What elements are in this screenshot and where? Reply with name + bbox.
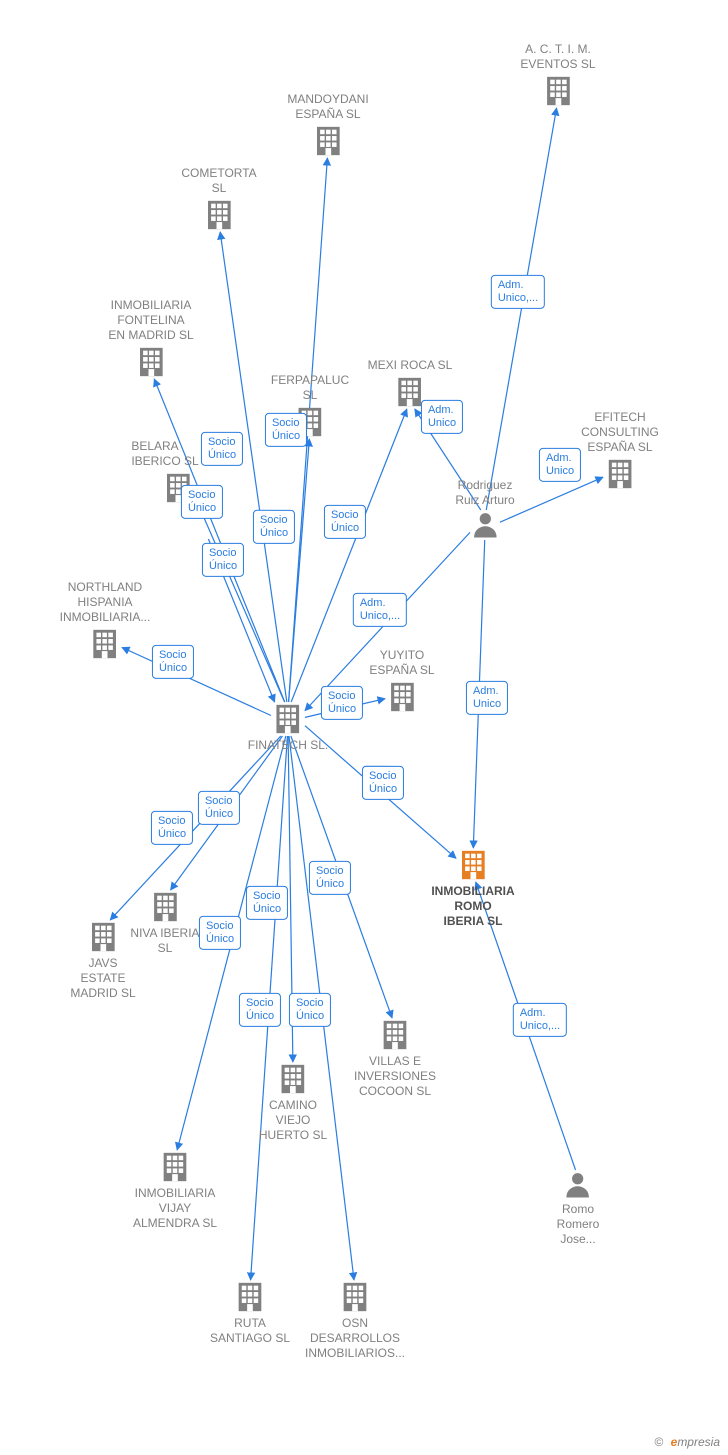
- node-northland[interactable]: NORTHLAND HISPANIA INMOBILIARIA...: [60, 580, 151, 661]
- node-ferpapaluc[interactable]: FERPAPALUC SL: [271, 373, 349, 439]
- edge-label-arturo-romo: Adm.Unico: [466, 681, 508, 715]
- node-label: NORTHLAND HISPANIA INMOBILIARIA...: [60, 580, 151, 625]
- edge-label-finatech-mandoydani: SocioÚnico: [253, 510, 295, 544]
- edge-finatech-villas: [291, 736, 392, 1018]
- edge-belara-finatech: [208, 539, 274, 702]
- node-label: INMOBILIARIA VIJAY ALMENDRA SL: [133, 1186, 217, 1231]
- node-label: JAVS ESTATE MADRID SL: [70, 956, 135, 1001]
- edge-label-finatech-vijay: SocioÚnico: [199, 916, 241, 950]
- node-label: MANDOYDANI ESPAÑA SL: [287, 92, 368, 122]
- edge-label-finatech-ruta: SocioÚnico: [289, 993, 331, 1027]
- node-label: COMETORTA SL: [181, 166, 256, 196]
- node-javs[interactable]: JAVS ESTATE MADRID SL: [70, 920, 135, 1001]
- diagram-canvas: A. C. T. I. M. EVENTOS SL MANDOYDANI ESP…: [0, 0, 728, 1455]
- edge-finatech-ruta: [251, 736, 288, 1280]
- node-label: NIVA IBERIA SL: [130, 926, 199, 956]
- node-mexiroca[interactable]: MEXI ROCA SL: [368, 358, 453, 409]
- node-label: Romo Romero Jose...: [557, 1202, 600, 1247]
- node-finatech[interactable]: FINATECH SL.: [248, 702, 328, 753]
- edge-label-finatech-mexiroca: SocioÚnico: [324, 505, 366, 539]
- edge-label-finatech-northland: SocioÚnico: [152, 645, 194, 679]
- edge-finatech-fontelina: [154, 379, 284, 702]
- node-label: VILLAS E INVERSIONES COCOON SL: [354, 1054, 436, 1099]
- node-niva[interactable]: NIVA IBERIA SL: [130, 890, 199, 956]
- node-label: RUTA SANTIAGO SL: [210, 1316, 290, 1346]
- edge-arturo-actim: [486, 108, 556, 510]
- edge-finatech-cometorta: [220, 232, 287, 702]
- edge-label-arturo-finatech: Adm.Unico,...: [353, 593, 407, 627]
- node-actim[interactable]: A. C. T. I. M. EVENTOS SL: [520, 42, 595, 108]
- node-osn[interactable]: OSN DESARROLLOS INMOBILIARIOS...: [305, 1280, 405, 1361]
- edge-label-finatech-camino: SocioÚnico: [246, 886, 288, 920]
- node-romoromero[interactable]: Romo Romero Jose...: [557, 1170, 600, 1247]
- node-label: INMOBILIARIA FONTELINA EN MADRID SL: [108, 298, 193, 343]
- node-label: CAMINO VIEJO HUERTO SL: [259, 1098, 327, 1143]
- node-label: Rodriguez Ruiz Arturo: [455, 478, 514, 508]
- edge-finatech-belara: [198, 505, 284, 702]
- edge-finatech-camino: [288, 736, 293, 1062]
- node-label: A. C. T. I. M. EVENTOS SL: [520, 42, 595, 72]
- node-arturo[interactable]: Rodriguez Ruiz Arturo: [455, 478, 514, 540]
- edge-arturo-romo: [473, 540, 484, 848]
- edge-finatech-osn: [289, 736, 354, 1280]
- node-ruta[interactable]: RUTA SANTIAGO SL: [210, 1280, 290, 1346]
- node-vijay[interactable]: INMOBILIARIA VIJAY ALMENDRA SL: [133, 1150, 217, 1231]
- edge-label-romoromero-romo: Adm.Unico,...: [513, 1003, 567, 1037]
- node-romo[interactable]: INMOBILIARIA ROMO IBERIA SL: [431, 848, 514, 929]
- node-cometorta[interactable]: COMETORTA SL: [181, 166, 256, 232]
- edge-label-extra-finatech-camino: SocioÚnico: [239, 993, 281, 1027]
- edges-layer: [0, 0, 728, 1455]
- node-villas[interactable]: VILLAS E INVERSIONES COCOON SL: [354, 1018, 436, 1099]
- watermark-brand-rest: mpresia: [677, 1435, 720, 1449]
- node-belara[interactable]: BELARA IBERICO SL: [161, 439, 228, 505]
- node-efitech[interactable]: EFITECH CONSULTING ESPAÑA SL: [581, 410, 659, 491]
- node-label: OSN DESARROLLOS INMOBILIARIOS...: [305, 1316, 405, 1361]
- node-label: FERPAPALUC SL: [271, 373, 349, 403]
- edge-label-arturo-efitech: Adm.Unico: [539, 448, 581, 482]
- node-label: MEXI ROCA SL: [368, 358, 453, 373]
- edge-label-arturo-actim: Adm.Unico,...: [491, 275, 545, 309]
- edge-label-finatech-belara: SocioÚnico: [202, 543, 244, 577]
- node-label: YUYITO ESPAÑA SL: [369, 648, 434, 678]
- node-label: EFITECH CONSULTING ESPAÑA SL: [581, 410, 659, 455]
- node-yuyito[interactable]: YUYITO ESPAÑA SL: [369, 648, 434, 714]
- node-mandoydani[interactable]: MANDOYDANI ESPAÑA SL: [287, 92, 368, 158]
- node-label: FINATECH SL.: [248, 738, 328, 753]
- copyright-symbol: ©: [654, 1435, 663, 1449]
- edge-label-finatech-niva: SocioÚnico: [198, 791, 240, 825]
- edge-label-finatech-romo: SocioÚnico: [362, 766, 404, 800]
- node-label: BELARA IBERICO SL: [131, 439, 198, 469]
- node-fontelina[interactable]: INMOBILIARIA FONTELINA EN MADRID SL: [108, 298, 193, 379]
- edge-finatech-ferpapaluc: [289, 439, 310, 702]
- watermark: © empresia: [654, 1435, 720, 1449]
- edge-label-finatech-villas: SocioÚnico: [309, 861, 351, 895]
- node-label: INMOBILIARIA ROMO IBERIA SL: [431, 884, 514, 929]
- node-camino[interactable]: CAMINO VIEJO HUERTO SL: [259, 1062, 327, 1143]
- edge-finatech-niva: [171, 736, 283, 890]
- edge-label-finatech-javs: SocioÚnico: [151, 811, 193, 845]
